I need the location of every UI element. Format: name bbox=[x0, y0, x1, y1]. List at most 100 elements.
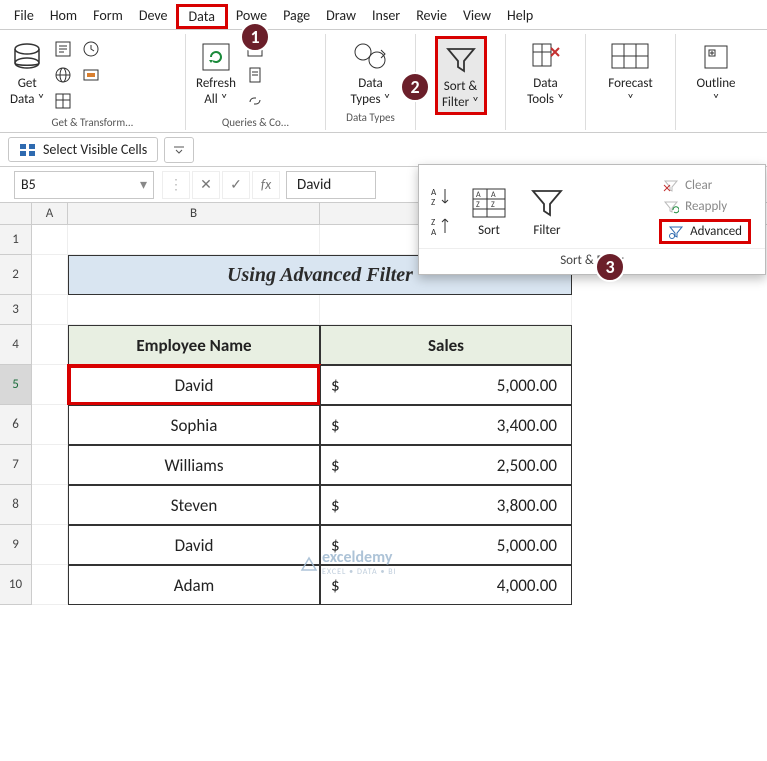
formula-value[interactable]: David bbox=[286, 171, 376, 199]
reapply-button: Reapply bbox=[659, 198, 751, 215]
existing-conn-icon[interactable] bbox=[79, 63, 103, 87]
quick-access-dropdown[interactable] bbox=[164, 137, 194, 163]
callout-1: 1 bbox=[240, 22, 270, 52]
sort-az-button[interactable]: AZ bbox=[429, 185, 455, 207]
table-row[interactable]: $3,400.00 bbox=[320, 405, 572, 445]
ribbon-group-datatools: Data Tools ˅ bbox=[506, 34, 586, 130]
cell[interactable] bbox=[32, 225, 68, 255]
name-box-value: B5 bbox=[21, 176, 36, 193]
datatools-icon bbox=[527, 38, 564, 76]
cancel-button[interactable]: ✕ bbox=[192, 171, 220, 199]
table-row[interactable]: Steven bbox=[68, 485, 320, 525]
menu-page[interactable]: Page bbox=[275, 4, 318, 27]
menu-insert[interactable]: Inser bbox=[364, 4, 408, 27]
fx-button[interactable]: fx bbox=[252, 171, 280, 199]
ribbon-group-outline: Outline ˅ bbox=[676, 34, 756, 130]
data-tools-button[interactable]: Data Tools ˅ bbox=[523, 36, 568, 109]
cell[interactable] bbox=[320, 295, 572, 325]
from-text-icon[interactable] bbox=[51, 37, 75, 61]
svg-text:Z: Z bbox=[431, 197, 435, 207]
table-header-sales[interactable]: Sales bbox=[320, 325, 572, 365]
table-row[interactable]: $2,500.00 bbox=[320, 445, 572, 485]
cell[interactable] bbox=[32, 405, 68, 445]
watermark-icon bbox=[300, 554, 318, 572]
cell[interactable] bbox=[32, 365, 68, 405]
table-row[interactable]: Williams bbox=[68, 445, 320, 485]
svg-text:A: A bbox=[476, 190, 481, 200]
table-row[interactable]: David bbox=[68, 525, 320, 565]
db-cyl-icon bbox=[10, 38, 44, 76]
menu-review[interactable]: Revie bbox=[408, 4, 455, 27]
cell[interactable] bbox=[68, 295, 320, 325]
cell[interactable] bbox=[32, 485, 68, 525]
menu-formulas[interactable]: Form bbox=[85, 4, 131, 27]
watermark-brand: exceldemy bbox=[322, 548, 397, 567]
svg-text:Z: Z bbox=[476, 200, 480, 210]
cell[interactable] bbox=[32, 325, 68, 365]
row-header[interactable]: 7 bbox=[0, 445, 32, 485]
menu-help[interactable]: Help bbox=[499, 4, 541, 27]
outline-button[interactable]: Outline ˅ bbox=[692, 36, 739, 109]
sort-filter-dropdown: AZ ZA AZAZ Sort Filter Clear Reapply Adv… bbox=[418, 164, 766, 275]
row-header[interactable]: 1 bbox=[0, 225, 32, 255]
cell[interactable] bbox=[68, 225, 320, 255]
sort-za-button[interactable]: ZA bbox=[429, 215, 455, 237]
from-web-icon[interactable] bbox=[51, 63, 75, 87]
callout-3: 3 bbox=[595, 252, 625, 282]
recent-sources-icon[interactable] bbox=[79, 37, 103, 61]
col-header-b[interactable]: B bbox=[68, 203, 320, 224]
cell[interactable] bbox=[32, 255, 68, 295]
grid-icon bbox=[19, 143, 37, 157]
properties-icon[interactable] bbox=[243, 63, 267, 87]
cell[interactable] bbox=[32, 445, 68, 485]
advanced-button[interactable]: Advanced bbox=[659, 219, 751, 244]
from-table-icon[interactable] bbox=[51, 89, 75, 113]
menu-developer[interactable]: Deve bbox=[131, 4, 176, 27]
row-header[interactable]: 8 bbox=[0, 485, 32, 525]
cell[interactable] bbox=[32, 565, 68, 605]
name-box[interactable]: B5 ▾ bbox=[14, 171, 154, 199]
select-all-corner[interactable] bbox=[0, 203, 32, 224]
group-label: Get & Transform... bbox=[6, 116, 179, 129]
cell-b5[interactable]: David bbox=[68, 365, 320, 405]
data-types-button[interactable]: Data Types ˅ bbox=[347, 36, 395, 109]
fx-sep: ⋮ bbox=[162, 171, 190, 199]
cell[interactable] bbox=[32, 525, 68, 565]
menu-file[interactable]: File bbox=[6, 4, 42, 27]
menu-view[interactable]: View bbox=[455, 4, 499, 27]
outline-icon bbox=[696, 38, 735, 76]
cell[interactable] bbox=[32, 295, 68, 325]
row-header[interactable]: 3 bbox=[0, 295, 32, 325]
row-header[interactable]: 2 bbox=[0, 255, 32, 295]
edit-links-icon[interactable] bbox=[243, 89, 267, 113]
table-row[interactable]: Sophia bbox=[68, 405, 320, 445]
row-header[interactable]: 6 bbox=[0, 405, 32, 445]
callout-2: 2 bbox=[400, 72, 430, 102]
forecast-button[interactable]: Forecast ˅ bbox=[604, 36, 656, 109]
select-visible-label: Select Visible Cells bbox=[43, 141, 147, 158]
col-header-a[interactable]: A bbox=[32, 203, 68, 224]
table-row[interactable]: $3,800.00 bbox=[320, 485, 572, 525]
get-data-button[interactable]: Get Data ˅ bbox=[6, 36, 48, 114]
table-row[interactable]: Adam bbox=[68, 565, 320, 605]
row-header[interactable]: 9 bbox=[0, 525, 32, 565]
menu-home[interactable]: Hom bbox=[42, 4, 85, 27]
dropdown-title: Sort & Filter bbox=[419, 248, 765, 270]
group-label bbox=[418, 117, 503, 130]
row-header[interactable]: 5 bbox=[0, 365, 32, 405]
filter-button[interactable]: Filter bbox=[523, 181, 571, 240]
sort-button[interactable]: AZAZ Sort bbox=[465, 181, 513, 240]
refresh-all-button[interactable]: Refresh All ˅ bbox=[192, 36, 240, 114]
table-header-name[interactable]: Employee Name bbox=[68, 325, 320, 365]
enter-button[interactable]: ✓ bbox=[222, 171, 250, 199]
row-header[interactable]: 4 bbox=[0, 325, 32, 365]
menu-data[interactable]: Data bbox=[176, 4, 228, 29]
menu-draw[interactable]: Draw bbox=[318, 4, 364, 27]
cell-c5[interactable]: $5,000.00 bbox=[320, 365, 572, 405]
quick-access-row: Select Visible Cells bbox=[0, 133, 767, 167]
sort-filter-button[interactable]: Sort & Filter ˅ bbox=[435, 36, 487, 115]
select-visible-cells-button[interactable]: Select Visible Cells bbox=[8, 137, 158, 162]
row-header[interactable]: 10 bbox=[0, 565, 32, 605]
watermark: exceldemy EXCEL • DATA • BI bbox=[300, 548, 397, 577]
forecast-icon bbox=[608, 38, 652, 76]
